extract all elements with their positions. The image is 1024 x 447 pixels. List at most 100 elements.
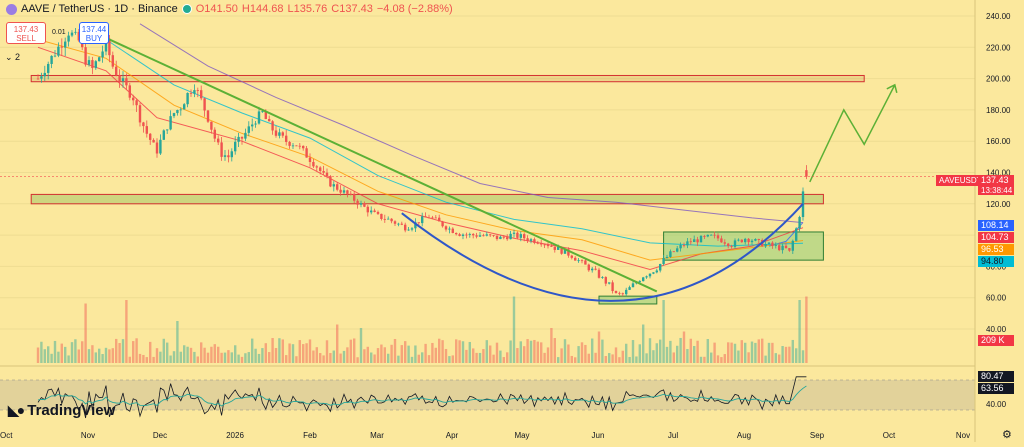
candle-body (499, 236, 502, 240)
volume-bar (353, 338, 356, 363)
candle-body (203, 98, 206, 111)
volume-bar (152, 356, 155, 363)
volume-bar (169, 355, 172, 363)
volume-bar (475, 352, 478, 363)
candle-body (138, 105, 142, 123)
candle-body (604, 277, 607, 284)
candle-body (625, 289, 628, 295)
volume-bar (251, 338, 254, 363)
volume-bar (801, 350, 805, 363)
tradingview-logo[interactable]: ◣● TradingView (8, 402, 115, 419)
candle-body (543, 244, 546, 246)
candle-body (271, 121, 274, 131)
volume-bar (699, 356, 703, 363)
candle-body (268, 119, 271, 122)
settings-icon[interactable]: ⚙ (1002, 429, 1012, 441)
volume-bar (240, 356, 244, 363)
candle-body (261, 111, 264, 113)
candle-body (111, 55, 114, 67)
candle-body (529, 239, 533, 241)
volume-bar (451, 355, 454, 363)
candle-body (142, 122, 145, 127)
volume-bar (346, 347, 349, 363)
candle-body (475, 235, 478, 237)
volume-bar (516, 348, 519, 363)
volume-bar (519, 341, 522, 363)
candle-body (407, 229, 410, 231)
volume-bar (638, 344, 641, 363)
volume-bar (380, 344, 383, 363)
candle-body (332, 184, 335, 187)
volume-bar (121, 339, 125, 363)
ma2-tag: 104.73 (978, 232, 1014, 243)
volume-bar (186, 346, 189, 363)
candle-body (788, 248, 791, 251)
buy-button[interactable]: 137.44 BUY (79, 22, 109, 44)
candle-body (230, 151, 233, 158)
candle-body (366, 206, 369, 213)
candle-body (550, 246, 553, 247)
candle-body (720, 238, 723, 243)
candle-body (295, 145, 298, 147)
candle-body (570, 255, 573, 258)
volume-bar (764, 355, 767, 363)
candle-body (696, 239, 699, 243)
volume-bar (254, 348, 257, 363)
candle-body (764, 243, 767, 247)
ohlc-close: C137.43 (331, 3, 373, 15)
volume-bar (499, 350, 502, 363)
x-tick-label: 2026 (226, 431, 244, 440)
volume-bar (482, 349, 485, 363)
sell-button[interactable]: 137.43 SELL (6, 22, 46, 44)
volume-bar (223, 352, 227, 363)
volume-bar (737, 350, 740, 363)
volume-bar (363, 349, 366, 363)
volume-bar (206, 352, 210, 363)
candle-body (601, 277, 604, 278)
volume-bar (784, 346, 788, 363)
volume-bar (536, 341, 539, 363)
candle-body (597, 269, 601, 278)
volume-bar (594, 352, 597, 363)
candle-body (710, 234, 713, 236)
volume-bar (220, 352, 223, 363)
candle-body (264, 111, 267, 120)
candle-body (448, 228, 451, 230)
candle-body (737, 239, 740, 241)
symbol-tag: AAVEUSDT (936, 175, 985, 186)
candle-body (669, 251, 672, 258)
volume-bar (108, 349, 111, 363)
volume-bar (410, 356, 414, 363)
x-tick-label: Feb (303, 431, 317, 440)
x-tick-label: Nov (81, 431, 95, 440)
candle-body (336, 184, 339, 190)
candle-body (278, 132, 281, 136)
volume-bar (94, 352, 97, 363)
candle-body (393, 221, 397, 224)
candle-body (152, 139, 155, 143)
y-tick-label: 160.00 (986, 137, 1011, 146)
volume-bar (540, 342, 543, 363)
candle-body (400, 223, 403, 225)
volume-bar (67, 355, 70, 363)
candle-body (155, 142, 159, 154)
volume-bar (713, 342, 716, 363)
last-price-tag: 137.43 13:38:44 (978, 175, 1014, 195)
x-tick-label: May (514, 431, 529, 440)
candle-body (574, 257, 577, 261)
symbol-title[interactable]: AAVE / TetherUS · 1D · Binance (21, 3, 178, 15)
volume-bar (196, 356, 199, 363)
candle-body (686, 241, 689, 246)
volume-bar (621, 350, 624, 363)
candle-body (312, 161, 315, 167)
candle-body (240, 136, 244, 139)
lots-indicator[interactable]: ⌄ 2 (5, 52, 21, 62)
candle-body (237, 136, 240, 142)
candle-body (363, 203, 366, 207)
candle-body (516, 232, 519, 238)
volume-bar (142, 354, 145, 363)
volume-tag: 209 K (978, 335, 1014, 346)
candle-body (397, 223, 400, 225)
